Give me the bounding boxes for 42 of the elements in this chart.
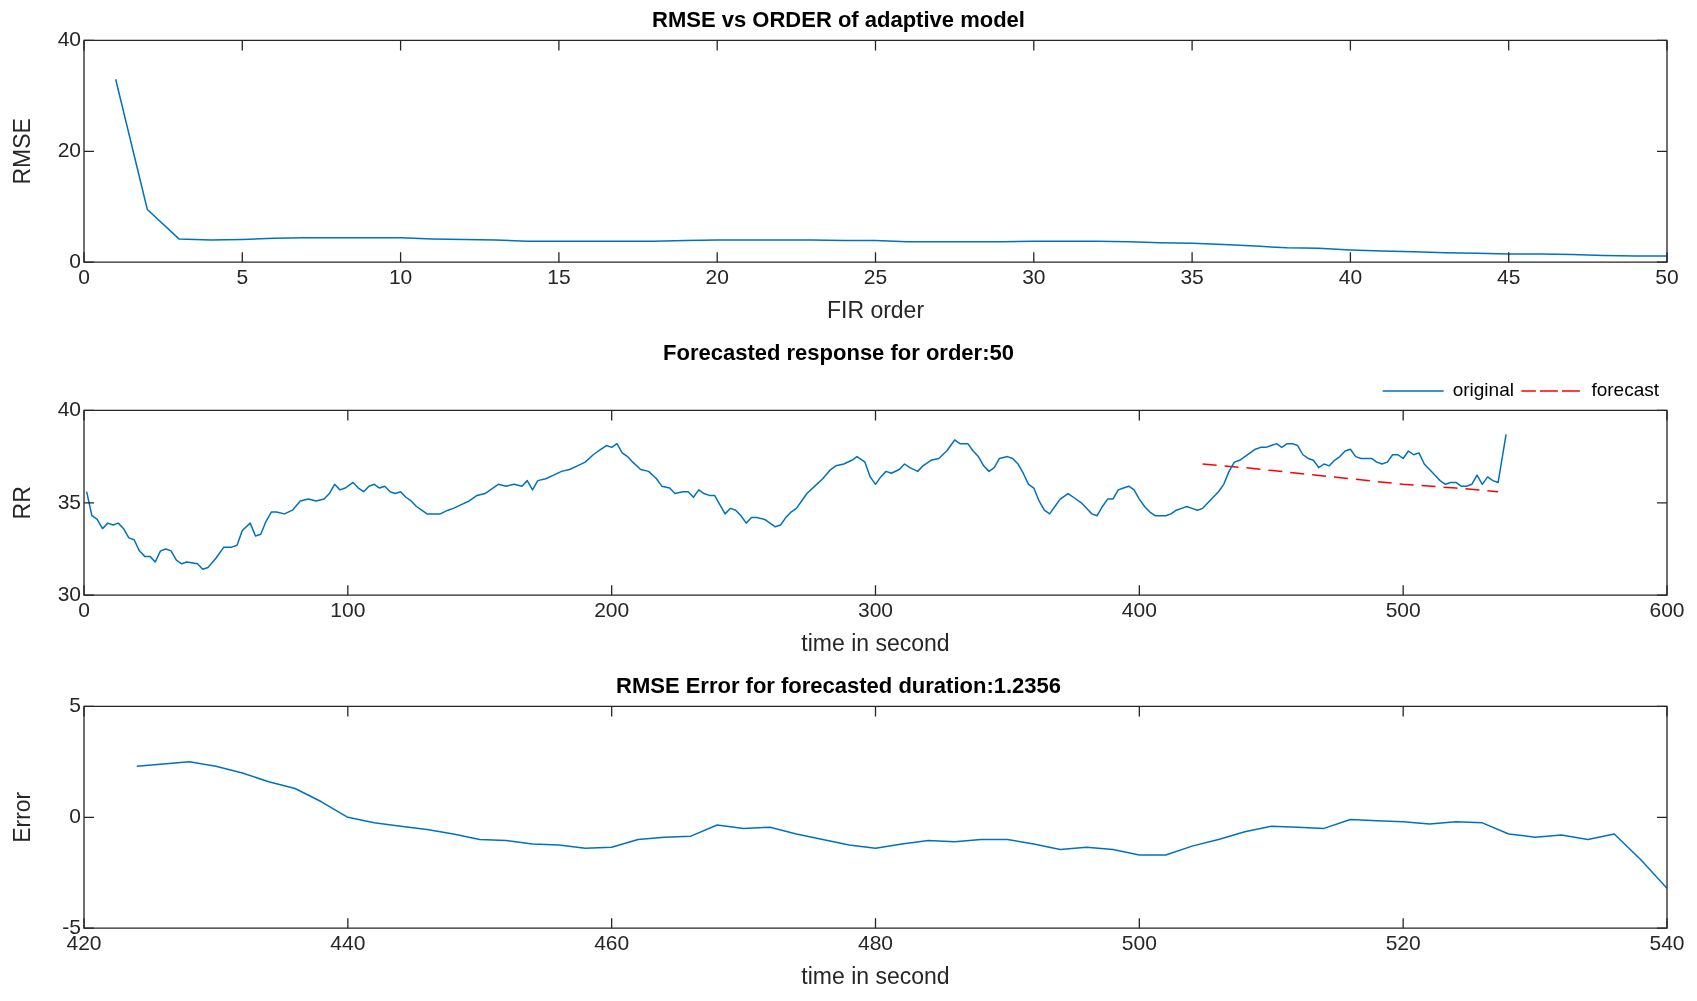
y-axis-title: RR bbox=[9, 486, 36, 520]
x-tick-label: 400 bbox=[1121, 597, 1157, 621]
x-tick-label: 440 bbox=[330, 930, 366, 954]
x-tick-label: 35 bbox=[1180, 264, 1204, 288]
line-series bbox=[1201, 463, 1499, 493]
x-axis-title: time in second bbox=[801, 629, 950, 656]
x-axis-title: FIR order bbox=[826, 296, 925, 323]
x-tick-label: 540 bbox=[1649, 930, 1685, 954]
x-tick-label: 40 bbox=[1338, 264, 1363, 288]
x-tick-label: 100 bbox=[330, 597, 366, 621]
x-tick-label: 300 bbox=[857, 597, 894, 621]
x-tick-label: 10 bbox=[388, 264, 413, 288]
x-tick-label: 520 bbox=[1385, 930, 1421, 954]
x-tick-label: 600 bbox=[1649, 597, 1685, 621]
y-tick-label: 20 bbox=[57, 138, 81, 162]
x-tick-label: 480 bbox=[857, 930, 894, 954]
x-tick-label: 460 bbox=[594, 930, 630, 954]
y-axis-title: RMSE bbox=[9, 118, 36, 185]
y-tick-label: 5 bbox=[69, 693, 81, 717]
x-tick-label: 15 bbox=[547, 264, 571, 288]
x-tick-label: 25 bbox=[863, 264, 888, 288]
chart-title: RMSE Error for forecasted duration:1.2356 bbox=[615, 673, 1062, 699]
x-tick-label: 20 bbox=[705, 264, 729, 288]
x-tick-label: 5 bbox=[236, 264, 249, 288]
y-tick-label: 30 bbox=[57, 582, 81, 605]
legend-label: original bbox=[1452, 379, 1514, 401]
x-tick-label: 200 bbox=[594, 597, 630, 621]
x-axis-title: time in second bbox=[801, 962, 950, 989]
legend-label: forecast bbox=[1591, 379, 1660, 401]
x-tick-label: 500 bbox=[1385, 597, 1421, 621]
y-tick-label: 0 bbox=[69, 804, 81, 828]
y-tick-label: 35 bbox=[57, 489, 81, 513]
x-tick-label: 45 bbox=[1497, 264, 1521, 288]
y-tick-label: 0 bbox=[69, 249, 81, 272]
x-tick-label: 30 bbox=[1022, 264, 1046, 288]
chart-title: RMSE vs ORDER of adaptive model bbox=[652, 7, 1025, 33]
y-axis-title: Error bbox=[9, 791, 36, 843]
y-tick-label: 40 bbox=[57, 397, 81, 421]
x-tick-label: 500 bbox=[1121, 930, 1157, 954]
chart-title: Forecasted response for order:50 bbox=[663, 340, 1014, 366]
x-tick-label: 50 bbox=[1655, 264, 1679, 288]
y-tick-label: 40 bbox=[57, 27, 81, 51]
